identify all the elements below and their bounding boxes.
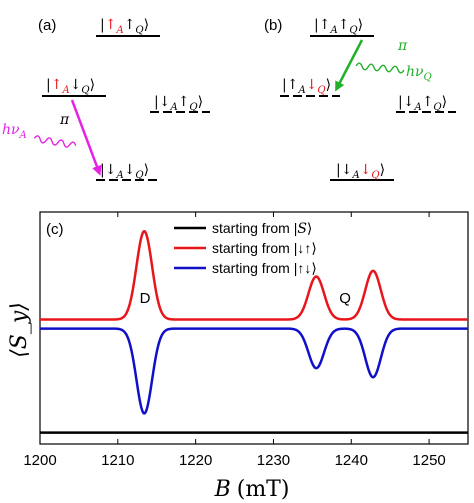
photon-label-b: hνQ bbox=[406, 64, 432, 83]
ket-b-bottom: |↓A↓Q⟩ bbox=[336, 162, 385, 181]
panel-b: (b) |↑A↑Q⟩ |↑A↓Q⟩ |↓A↑Q⟩ |↓A↓Q⟩ hνQ π bbox=[264, 17, 456, 181]
ket-b-right: |↓A↑Q⟩ bbox=[398, 94, 447, 113]
chart-panel-c: (c) starting from |S⟩ starting from |↓↑⟩… bbox=[7, 211, 469, 502]
panel-b-label: (b) bbox=[264, 17, 282, 34]
legend: starting from |S⟩ starting from |↓↑⟩ sta… bbox=[174, 220, 317, 276]
annotation-D: D bbox=[140, 290, 151, 307]
series-line-1 bbox=[40, 229, 468, 321]
x-tick-label-4: 1240 bbox=[335, 452, 368, 469]
series-line-2 bbox=[40, 327, 468, 415]
x-tick-label-2: 1220 bbox=[179, 452, 212, 469]
pi-label-a: π bbox=[59, 112, 70, 128]
photon-wave-a bbox=[33, 135, 77, 148]
legend-entry-2: starting from |↑↓⟩ bbox=[212, 260, 317, 276]
y-axis-label: ⟨S_y⟩ bbox=[7, 302, 32, 358]
x-tick-label-1: 1210 bbox=[101, 452, 134, 469]
ket-b-top: |↑A↑Q⟩ bbox=[314, 17, 363, 36]
ket-a-mid: |↑A↓Q⟩ bbox=[46, 77, 95, 96]
x-axis: 1200 1210 1220 1230 1240 1250 bbox=[23, 212, 446, 469]
legend-entry-1: starting from |↓↑⟩ bbox=[212, 240, 317, 256]
transition-arrow-a bbox=[70, 99, 102, 176]
ket-b-mid: |↑A↓Q⟩ bbox=[282, 77, 331, 96]
photon-wave-b bbox=[355, 62, 405, 74]
x-tick-label-3: 1230 bbox=[257, 452, 290, 469]
x-tick-label-5: 1250 bbox=[412, 452, 445, 469]
photon-label-a: hνA bbox=[2, 122, 27, 141]
panel-a-label: (a) bbox=[38, 17, 56, 34]
panel-c-label: (c) bbox=[46, 221, 64, 238]
ket-a-right: |↓A↑Q⟩ bbox=[154, 94, 203, 113]
x-tick-label-0: 1200 bbox=[23, 452, 56, 469]
series-layer bbox=[40, 229, 468, 434]
pi-label-b: π bbox=[397, 38, 408, 54]
ket-a-bottom: |↓A↓Q⟩ bbox=[100, 162, 149, 181]
x-axis-label: B (mT) bbox=[214, 477, 290, 502]
panel-a: (a) |↑A↑Q⟩ |↑A↓Q⟩ |↓A↑Q⟩ |↓A↓Q⟩ hνA π bbox=[2, 17, 210, 181]
ket-a-top: |↑A↑Q⟩ bbox=[100, 17, 149, 36]
transition-arrow-b bbox=[335, 39, 364, 92]
legend-entry-0: starting from |S⟩ bbox=[212, 220, 312, 237]
annotation-Q: Q bbox=[339, 290, 351, 307]
